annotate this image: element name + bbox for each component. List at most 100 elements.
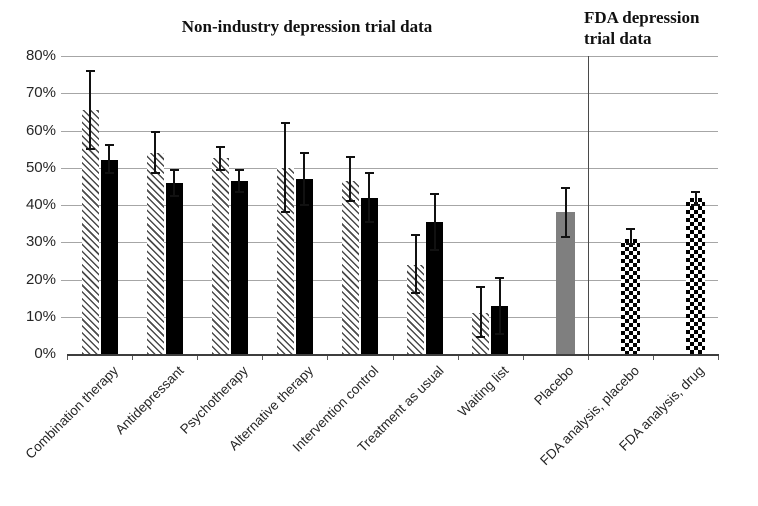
y-tick-label: 10% bbox=[25, 307, 56, 325]
error-bar-cap-top bbox=[430, 192, 440, 195]
category-label: Psychotherapy bbox=[177, 363, 252, 437]
y-tick-label: 0% bbox=[34, 345, 56, 362]
error-bar-cap-bottom bbox=[85, 148, 95, 151]
x-axis-tick bbox=[718, 356, 719, 360]
category-label: Placebo bbox=[531, 363, 577, 409]
x-axis bbox=[67, 354, 719, 356]
category-label: Combination therapy bbox=[22, 363, 122, 462]
error-bar-line bbox=[694, 191, 697, 205]
y-tick-label: 20% bbox=[25, 270, 56, 288]
bar-treatment-as-usual-solid-black bbox=[426, 221, 444, 354]
error-bar-cap-top bbox=[495, 276, 505, 279]
bar-antidepressant-solid-black bbox=[165, 182, 183, 354]
bar-placebo-solid-gray bbox=[556, 212, 576, 354]
error-bar-cap-top bbox=[280, 122, 290, 125]
error-bar-cap-bottom bbox=[280, 211, 290, 214]
gridline bbox=[67, 242, 718, 244]
y-axis-tick bbox=[61, 167, 67, 169]
error-bar-cap-top bbox=[411, 233, 421, 236]
error-bar-cap-top bbox=[299, 151, 309, 154]
bar-treatment-as-usual-diagonal-hatch bbox=[407, 264, 425, 354]
x-axis-tick bbox=[652, 356, 654, 360]
category-label: Antidepressant bbox=[111, 363, 187, 438]
bar-fda-analysis-drug-checkerboard bbox=[686, 197, 706, 354]
error-bar-line bbox=[173, 169, 176, 196]
bar-fda-analysis-placebo-checkerboard bbox=[621, 238, 641, 354]
bar-antidepressant-diagonal-hatch bbox=[146, 152, 164, 354]
error-bar-cap-top bbox=[104, 144, 114, 147]
error-bar-line bbox=[89, 70, 92, 150]
y-tick-label: 80% bbox=[25, 47, 56, 64]
error-bar-cap-top bbox=[561, 187, 571, 190]
error-bar-cap-bottom bbox=[299, 204, 309, 206]
bar-intervention-control-solid-black bbox=[360, 197, 378, 354]
error-bar-line bbox=[303, 152, 306, 205]
bar-combination-therapy-diagonal-hatch bbox=[81, 110, 99, 354]
error-bar-line bbox=[479, 286, 482, 338]
error-bar-cap-top bbox=[476, 285, 486, 288]
error-bar-cap-bottom bbox=[104, 172, 114, 175]
error-bar-line bbox=[629, 229, 632, 245]
y-axis-tick bbox=[61, 279, 67, 281]
error-bar-cap-bottom bbox=[215, 168, 225, 171]
error-bar-line bbox=[414, 234, 417, 293]
error-bar-cap-bottom bbox=[561, 235, 571, 238]
error-bar-cap-top bbox=[150, 131, 160, 134]
error-bar-cap-bottom bbox=[411, 291, 421, 294]
error-bar-line bbox=[238, 169, 241, 192]
y-axis-tick bbox=[61, 93, 67, 95]
error-bar-line bbox=[498, 277, 501, 334]
error-bar-cap-bottom bbox=[364, 220, 374, 223]
error-bar-cap-top bbox=[691, 190, 701, 193]
error-bar-line bbox=[219, 147, 222, 170]
y-tick-label: 50% bbox=[25, 158, 56, 176]
y-axis-tick bbox=[61, 242, 67, 244]
x-axis-tick bbox=[262, 356, 264, 360]
y-axis-tick bbox=[61, 316, 67, 318]
x-axis-tick bbox=[67, 356, 68, 360]
bar-psychotherapy-solid-black bbox=[230, 180, 248, 354]
error-bar-cap-bottom bbox=[345, 200, 355, 203]
error-bar-cap-top bbox=[169, 168, 179, 171]
error-bar-cap-bottom bbox=[234, 190, 244, 193]
bar-combination-therapy-solid-black bbox=[100, 160, 118, 354]
error-bar-line bbox=[108, 145, 111, 174]
gridline bbox=[67, 279, 718, 281]
error-bar-cap-top bbox=[626, 228, 636, 231]
error-bar-cap-bottom bbox=[476, 336, 486, 339]
error-bar-cap-top bbox=[215, 146, 225, 149]
y-tick-label: 60% bbox=[25, 121, 56, 139]
y-tick-label: 30% bbox=[25, 233, 56, 251]
bar-alternative-therapy-diagonal-hatch bbox=[276, 167, 294, 354]
gridline bbox=[67, 316, 718, 318]
bar-intervention-control-diagonal-hatch bbox=[341, 180, 359, 354]
x-axis-tick bbox=[587, 356, 589, 360]
x-axis-tick bbox=[132, 356, 134, 360]
error-bar-cap-top bbox=[364, 172, 374, 175]
error-bar-line bbox=[284, 123, 287, 213]
y-tick-label: 70% bbox=[25, 84, 56, 102]
error-bar-cap-top bbox=[234, 168, 244, 171]
error-bar-cap-bottom bbox=[691, 204, 701, 206]
x-axis-tick bbox=[392, 356, 394, 360]
bar-alternative-therapy-solid-black bbox=[295, 178, 313, 354]
error-bar-cap-bottom bbox=[430, 248, 440, 251]
error-bar-line bbox=[349, 156, 352, 202]
y-tick-label: 40% bbox=[25, 196, 56, 213]
error-bar-line bbox=[368, 173, 371, 222]
x-axis-tick bbox=[457, 356, 459, 360]
error-bar-cap-top bbox=[345, 155, 355, 158]
y-axis-tick bbox=[61, 56, 67, 57]
chart-title-non-industry: Non-industry depression trial data bbox=[181, 17, 433, 36]
section-divider bbox=[587, 56, 589, 354]
error-bar-line bbox=[433, 193, 436, 250]
gridline bbox=[67, 167, 718, 169]
x-axis-tick bbox=[197, 356, 199, 360]
gridline bbox=[67, 205, 718, 206]
y-axis-tick bbox=[61, 205, 67, 206]
error-bar-cap-bottom bbox=[150, 172, 160, 175]
error-bar-cap-top bbox=[85, 69, 95, 72]
y-axis-tick bbox=[61, 130, 67, 132]
gridline bbox=[67, 56, 718, 57]
